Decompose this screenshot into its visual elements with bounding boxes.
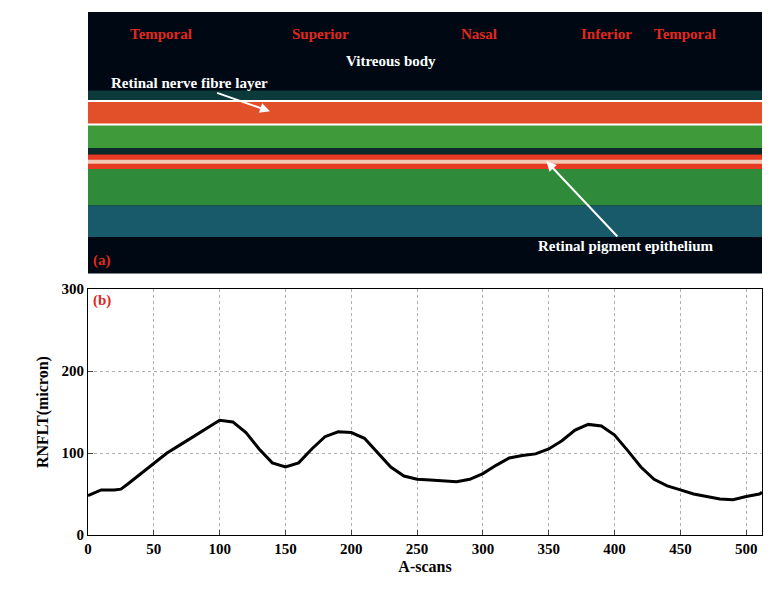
svg-text:Inferior: Inferior — [581, 26, 632, 42]
svg-text:250: 250 — [406, 541, 429, 557]
svg-text:Temporal: Temporal — [130, 26, 192, 42]
svg-text:(b): (b) — [93, 292, 111, 309]
svg-text:Temporal: Temporal — [654, 26, 716, 42]
svg-text:100: 100 — [208, 541, 231, 557]
svg-text:150: 150 — [274, 541, 297, 557]
svg-text:Superior: Superior — [292, 26, 349, 42]
svg-text:300: 300 — [472, 541, 495, 557]
svg-text:400: 400 — [603, 541, 626, 557]
svg-text:Nasal: Nasal — [461, 26, 497, 42]
svg-text:200: 200 — [62, 363, 85, 379]
svg-text:450: 450 — [669, 541, 692, 557]
svg-text:RNFLT(micron): RNFLT(micron) — [34, 356, 52, 468]
svg-text:50: 50 — [146, 541, 161, 557]
svg-text:0: 0 — [84, 541, 92, 557]
svg-text:0: 0 — [77, 527, 85, 543]
svg-text:A-scans: A-scans — [398, 558, 451, 575]
svg-text:200: 200 — [340, 541, 363, 557]
svg-text:350: 350 — [537, 541, 560, 557]
svg-text:Vitreous body: Vitreous body — [346, 53, 436, 69]
svg-text:Retinal nerve fibre layer: Retinal nerve fibre layer — [111, 75, 268, 91]
svg-text:300: 300 — [62, 281, 85, 297]
svg-text:(a): (a) — [93, 252, 111, 269]
svg-text:500: 500 — [735, 541, 758, 557]
svg-text:Retinal pigment epithelium: Retinal pigment epithelium — [538, 238, 714, 254]
svg-text:100: 100 — [62, 445, 85, 461]
